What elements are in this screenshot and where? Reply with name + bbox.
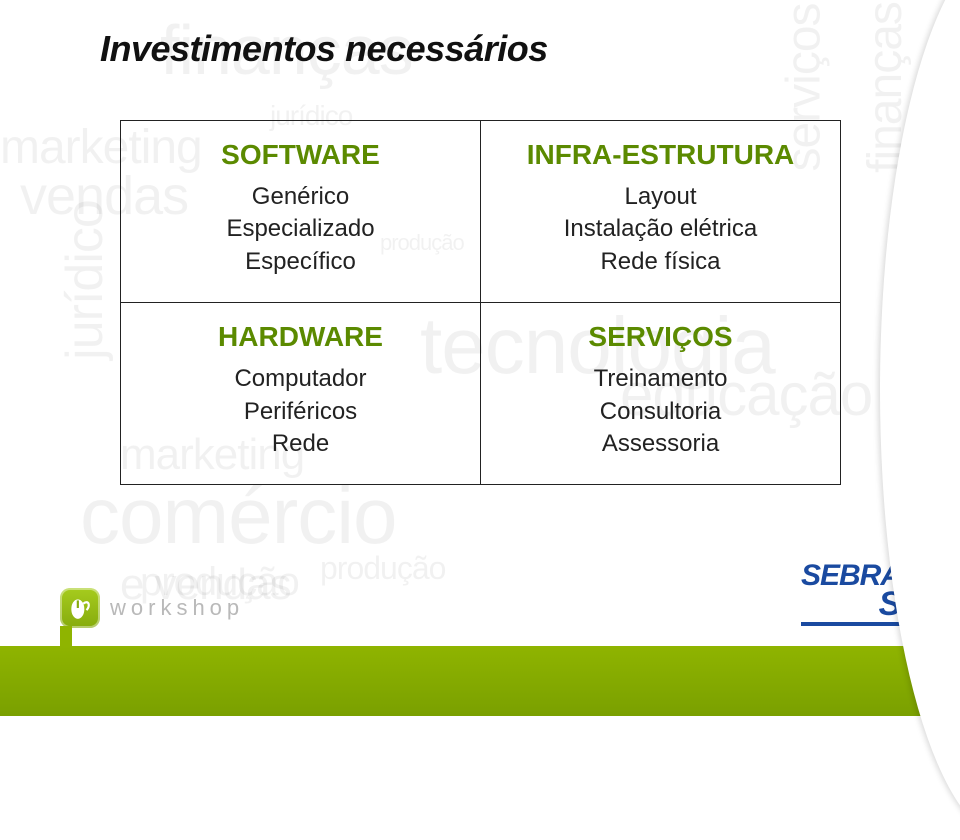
item: Treinamento — [501, 363, 820, 395]
heading-servicos: SERVIÇOS — [501, 321, 820, 353]
item: Genérico — [141, 181, 460, 213]
cell-infra: INFRA-ESTRUTURA Layout Instalação elétri… — [481, 121, 841, 303]
mouse-icon — [60, 588, 100, 628]
item: Rede — [141, 428, 460, 460]
green-tick — [60, 626, 72, 646]
bottom-bar — [0, 646, 960, 716]
workshop-badge: workshop — [60, 588, 244, 628]
item: Periféricos — [141, 396, 460, 428]
item: Especializado — [141, 213, 460, 245]
item: Consultoria — [501, 396, 820, 428]
cell-software: SOFTWARE Genérico Especializado Específi… — [121, 121, 481, 303]
categories-table: SOFTWARE Genérico Especializado Específi… — [120, 120, 841, 485]
heading-software: SOFTWARE — [141, 139, 460, 171]
heading-infra: INFRA-ESTRUTURA — [501, 139, 820, 171]
cell-servicos: SERVIÇOS Treinamento Consultoria Assesso… — [481, 303, 841, 485]
item: Instalação elétrica — [501, 213, 820, 245]
heading-hardware: HARDWARE — [141, 321, 460, 353]
item: Assessoria — [501, 428, 820, 460]
item: Layout — [501, 181, 820, 213]
page-title: Investimentos necessários — [100, 28, 548, 70]
workshop-label: workshop — [110, 595, 244, 621]
item: Específico — [141, 246, 460, 278]
cell-hardware: HARDWARE Computador Periféricos Rede — [121, 303, 481, 485]
item: Rede física — [501, 246, 820, 278]
item: Computador — [141, 363, 460, 395]
